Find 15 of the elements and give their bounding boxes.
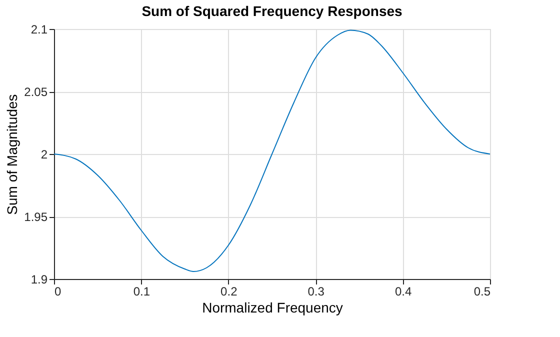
x-tick-label: 0.3 <box>308 284 325 298</box>
x-tick-label: 0.5 <box>474 284 491 298</box>
y-tick-label: 1.95 <box>24 210 48 224</box>
x-tick-label: 0 <box>54 284 62 298</box>
x-tick-label: 0.1 <box>133 284 150 298</box>
y-axis-title: Sum of Magnitudes <box>4 94 20 215</box>
y-tick-label: 2 <box>40 148 48 162</box>
y-tick-label: 2.1 <box>30 22 48 36</box>
x-tick-label: 0.4 <box>394 284 412 298</box>
y-tick-label: 2.05 <box>24 85 48 99</box>
x-tick-label: 0.2 <box>220 284 238 298</box>
chart-title: Sum of Squared Frequency Responses <box>142 3 403 19</box>
x-axis-title: Normalized Frequency <box>202 300 343 316</box>
line-series <box>54 30 490 272</box>
y-tick-label: 1.9 <box>30 272 48 286</box>
